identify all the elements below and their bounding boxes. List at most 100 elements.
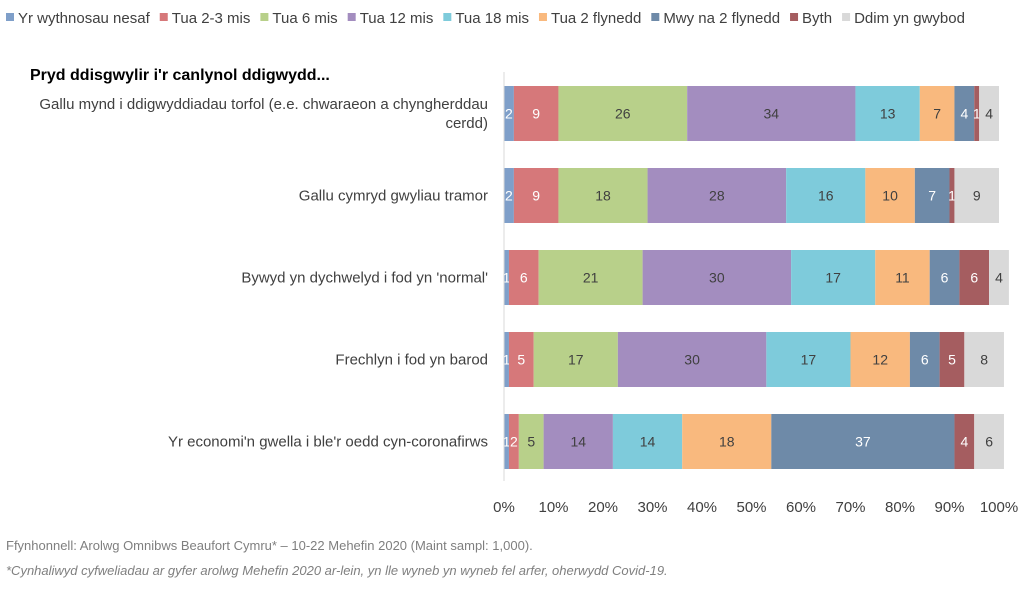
category-label: Bywyd yn dychwelyd i fod yn 'normal' [241, 270, 488, 287]
legend-item: Ddim yn gwybod [842, 10, 965, 27]
bars-area: 2 9 26 34 13 7 4 1 42 9 18 28 16 10 7 1 91 6 21 30 17 11 6 6 41 5… [503, 86, 1009, 469]
data-label: 17 [801, 352, 817, 368]
data-label: 1 [503, 434, 511, 450]
data-label: 5 [517, 352, 525, 368]
bar-segment [504, 168, 514, 223]
bar-segment [791, 250, 876, 305]
x-tick-label: 50% [736, 499, 766, 516]
legend-label: Tua 6 mis [272, 10, 337, 27]
legend-label: Tua 18 mis [455, 10, 529, 27]
category-labels: Gallu mynd i ddigwyddiadau torfol (e.e. … [39, 96, 488, 451]
category-label: Frechlyn i fod yn barod [335, 352, 488, 369]
bar-segment [865, 168, 915, 223]
bar-segment [949, 168, 955, 223]
data-label: 1 [973, 106, 981, 122]
legend-item: Byth [790, 10, 832, 27]
data-label: 13 [880, 106, 896, 122]
bar-segment [929, 250, 960, 305]
legend-label: Ddim yn gwybod [854, 10, 965, 27]
data-label: 6 [985, 434, 993, 450]
legend-swatch [347, 13, 356, 21]
bar-segment [513, 168, 559, 223]
legend-item: Tua 2-3 mis [159, 10, 251, 27]
chart-legend: Yr wythnosau nesaf Tua 2-3 mis Tua 6 mis Tu… [6, 10, 965, 27]
data-label: 4 [960, 106, 968, 122]
bar-segment [989, 250, 1009, 305]
data-label: 9 [973, 188, 981, 204]
x-tick-label: 90% [934, 499, 964, 516]
bar-segment [504, 86, 514, 141]
legend-swatch [6, 13, 14, 21]
legend-swatch [651, 13, 660, 21]
bar-segment [954, 168, 999, 223]
legend-swatch [260, 13, 269, 21]
bar-segment [617, 332, 767, 387]
bar-row: 2 9 26 34 13 7 4 1 4 [504, 86, 999, 141]
data-label: 5 [948, 352, 956, 368]
data-label: 16 [818, 188, 834, 204]
bar-segment [558, 86, 688, 141]
bar-segment [939, 332, 965, 387]
x-tick-label: 80% [885, 499, 915, 516]
data-label: 7 [933, 106, 941, 122]
x-tick-label: 70% [835, 499, 865, 516]
bar-segment [504, 332, 509, 387]
source-note: Ffynhonnell: Arolwg Omnibws Beaufort Cym… [6, 538, 533, 553]
data-label: 8 [980, 352, 988, 368]
data-label: 9 [532, 106, 540, 122]
data-label: 1 [503, 270, 511, 286]
bar-segment [513, 86, 559, 141]
data-label: 6 [520, 270, 528, 286]
bar-segment [974, 414, 1004, 469]
data-label: 6 [970, 270, 978, 286]
legend-swatch [538, 13, 547, 21]
data-label: 6 [921, 352, 929, 368]
data-label: 17 [568, 352, 584, 368]
bar-segment [974, 86, 980, 141]
data-label: 14 [640, 434, 656, 450]
x-tick-label: 0% [493, 499, 515, 516]
x-tick-label: 10% [538, 499, 568, 516]
data-label: 12 [872, 352, 888, 368]
data-label: 18 [595, 188, 611, 204]
data-label: 11 [895, 270, 910, 286]
footnotes: Ffynhonnell: Arolwg Omnibws Beaufort Cym… [6, 538, 1026, 579]
data-label: 2 [510, 434, 518, 450]
data-label: 4 [995, 270, 1003, 286]
data-label: 2 [505, 188, 513, 204]
bar-segment [538, 250, 643, 305]
bar-segment [504, 414, 509, 469]
legend-item: Mwy na 2 flynedd [651, 10, 780, 27]
legend-swatch [159, 13, 168, 21]
x-tick-label: 20% [588, 499, 618, 516]
data-label: 4 [985, 106, 993, 122]
legend-swatch [790, 13, 799, 21]
legend-label: Tua 2-3 mis [172, 10, 251, 27]
bar-row: 2 9 18 28 16 10 7 1 9 [504, 168, 999, 223]
data-label: 28 [709, 188, 725, 204]
bar-segment [508, 414, 519, 469]
data-label: 2 [505, 106, 513, 122]
bar-segment [612, 414, 683, 469]
legend-item: Tua 12 mis [347, 10, 434, 27]
data-label: 18 [719, 434, 735, 450]
legend-swatch [443, 13, 452, 21]
legend-label: Tua 12 mis [360, 10, 434, 27]
legend-swatch [842, 13, 851, 21]
bar-row: 1 5 17 30 17 12 6 5 8 [503, 332, 1004, 387]
legend-item: Yr wythnosau nesaf [6, 10, 151, 27]
data-label: 26 [615, 106, 631, 122]
data-label: 6 [941, 270, 949, 286]
bar-segment [533, 332, 618, 387]
bar-segment [766, 332, 851, 387]
data-label: 4 [960, 434, 968, 450]
bar-row: 1 6 21 30 17 11 6 6 4 [503, 250, 1009, 305]
bar-segment [543, 414, 613, 469]
bar-segment [954, 414, 975, 469]
bar-segment [504, 250, 509, 305]
category-label: Gallu mynd i ddigwyddiadau torfol (e.e. … [39, 96, 488, 132]
bar-segment [954, 86, 975, 141]
data-label: 30 [709, 270, 725, 286]
bar-segment [642, 250, 792, 305]
legend-item: Tua 2 flynedd [538, 10, 641, 27]
